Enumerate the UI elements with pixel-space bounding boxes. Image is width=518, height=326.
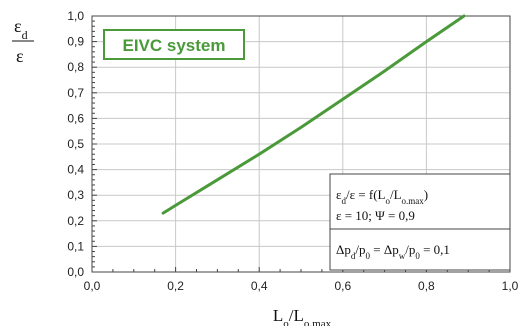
series-line	[161, 14, 466, 215]
y-axis-label-numerator: εd	[14, 16, 28, 42]
y-axis-label-denominator: ε	[16, 46, 24, 66]
y-tick-label: 0,8	[67, 60, 84, 74]
x-tick-label: 1,0	[502, 279, 518, 293]
x-tick-labels: 0,0 0,2 0,4 0,6 0,8 1,0	[84, 279, 518, 293]
annotation-line-2: ε = 10; Ψ = 0,9	[336, 208, 415, 223]
y-tick-label: 0,1	[67, 239, 84, 253]
y-tick-label: 0,2	[67, 214, 84, 228]
y-tick-label: 0,5	[67, 137, 84, 151]
x-tick-label: 0,4	[251, 279, 268, 293]
x-tick-label: 0,2	[167, 279, 184, 293]
annotation-line-3: Δpd/p0 = Δpw/p0 = 0,1	[336, 242, 450, 261]
grid	[92, 16, 510, 272]
series-group	[161, 14, 466, 215]
annotation-frame	[329, 173, 511, 271]
y-tick-label: 0,9	[67, 35, 84, 49]
annotation-box: εd/ε = f(Lo/Lo.max) ε = 10; Ψ = 0,9 Δpd/…	[329, 173, 511, 271]
title-badge-box	[103, 29, 245, 60]
y-tick-label: 0,4	[67, 163, 84, 177]
chart-title: EIVC system	[123, 36, 226, 55]
title-badge: EIVC system	[103, 29, 245, 60]
y-tick-label: 0,3	[67, 188, 84, 202]
x-tick-label: 0,6	[334, 279, 351, 293]
y-tick-labels: 0,0 0,1 0,2 0,3 0,4 0,5 0,6 0,7 0,8 0,9 1,0	[67, 9, 84, 279]
y-axis-label: εd ε	[12, 16, 34, 66]
plot-frame	[91, 15, 511, 273]
x-tick-label: 0,0	[84, 279, 101, 293]
y-tick-label: 0,6	[67, 111, 84, 125]
x-axis-label: Lo/Lo.max	[273, 306, 332, 326]
y-tick-label: 1,0	[67, 9, 84, 23]
x-tick-label: 0,8	[418, 279, 435, 293]
y-tick-label: 0,7	[67, 86, 84, 100]
y-tick-label: 0,0	[67, 265, 84, 279]
